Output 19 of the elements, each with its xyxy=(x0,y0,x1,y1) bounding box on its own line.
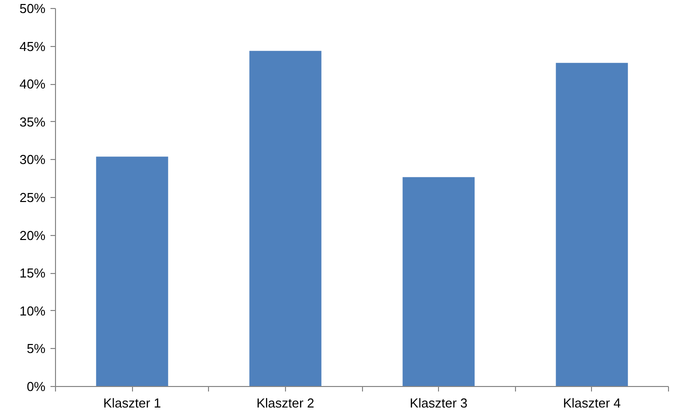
y-tick-label: 35% xyxy=(19,114,46,130)
y-tick-label: 15% xyxy=(19,266,46,281)
x-tick-label: Klaszter 3 xyxy=(410,396,468,410)
bar xyxy=(402,177,475,386)
y-tick-label: 30% xyxy=(19,152,46,168)
y-tick-label: 5% xyxy=(26,341,46,356)
x-tick-label: Klaszter 1 xyxy=(103,396,162,410)
bar xyxy=(556,62,628,386)
y-tick-label: 50% xyxy=(19,1,46,16)
y-tick-label: 40% xyxy=(19,76,46,92)
y-tick-label: 45% xyxy=(19,38,46,54)
bar xyxy=(96,156,168,386)
y-tick-label: 10% xyxy=(19,303,46,318)
y-tick-label: 25% xyxy=(19,190,46,205)
y-tick-label: 20% xyxy=(19,228,46,243)
y-tick-label: 0% xyxy=(26,379,46,394)
x-tick-label: Klaszter 4 xyxy=(562,396,621,410)
x-tick-label: Klaszter 2 xyxy=(256,396,314,410)
bar xyxy=(249,50,322,386)
